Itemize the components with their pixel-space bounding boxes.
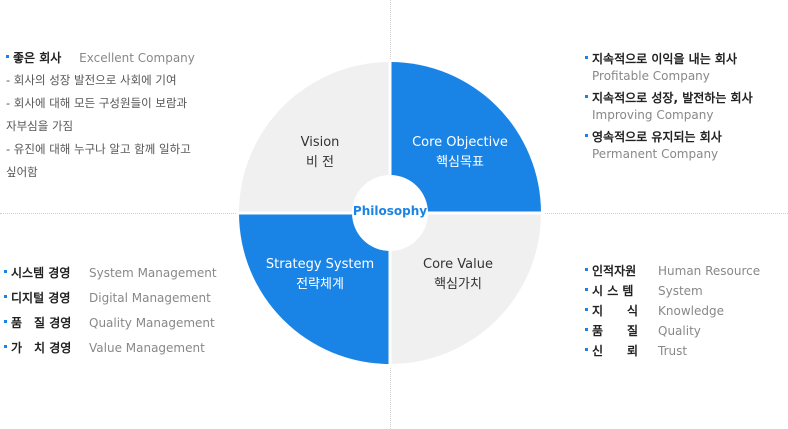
strategy-item: 시스템 경영 System Management [4,261,234,286]
bullet-icon [585,288,588,291]
bullet-icon [585,328,588,331]
quadrant-strategy-system [239,213,390,364]
vision-en: Vision [300,135,340,150]
value-item: 시 스 템 System [585,281,785,301]
strategy-system-ko: 전략체계 [296,277,344,292]
bullet-icon [585,348,588,351]
bullet-icon [585,268,588,271]
value-item: 지 식 Knowledge [585,301,785,321]
vision-title: 좋은 회사 Excellent Company [6,50,226,67]
core-value-ko: 핵심가치 [434,277,482,292]
core-value-label: Core Value 핵심가치 [408,255,508,295]
strategy-system-label: Strategy System 전략체계 [258,255,382,295]
bullet-icon [585,95,588,98]
core-objective-ko: 핵심목표 [436,155,484,170]
objective-item: 영속적으로 유지되는 회사 Permanent Company [585,129,785,163]
bullet-icon [6,55,9,58]
center-philosophy-label: Philosophy [352,204,428,218]
value-block: 인적자원 Human Resource 시 스 템 System 지 식 Knowle… [585,261,785,361]
quadrant-core-objective [390,62,541,213]
vision-block: 좋은 회사 Excellent Company - 회사의 성장 발전으로 사회… [6,50,226,184]
bullet-icon [4,345,7,348]
quadrant-vision [239,62,390,213]
objective-block: 지속적으로 이익을 내는 회사 Profitable Company 지속적으로… [585,51,785,163]
objective-item: 지속적으로 이익을 내는 회사 Profitable Company [585,51,785,85]
bullet-icon [4,295,7,298]
value-item: 신 뢰 Trust [585,341,785,361]
core-value-en: Core Value [423,257,493,272]
strategy-item: 품 질 경영 Quality Management [4,311,234,336]
strategy-item: 디지털 경영 Digital Management [4,286,234,311]
objective-item: 지속적으로 성장, 발전하는 회사 Improving Company [585,90,785,124]
vision-ko: 비 전 [305,155,335,170]
vision-label: Vision 비 전 [270,133,370,173]
strategy-item: 가 치 경영 Value Management [4,336,234,361]
vision-description: - 회사의 성장 발전으로 사회에 기여 - 회사에 대해 모든 구성원들이 보… [6,73,191,179]
bullet-icon [4,270,7,273]
bullet-icon [4,320,7,323]
center-circle [352,175,428,251]
bullet-icon [585,56,588,59]
core-objective-en: Core Objective [412,135,508,150]
bullet-icon [585,308,588,311]
quadrant-core-value [390,213,541,364]
strategy-block: 시스템 경영 System Management 디지털 경영 Digital Ma… [4,261,234,361]
bullet-icon [585,134,588,137]
value-item: 품 질 Quality [585,321,785,341]
strategy-system-en: Strategy System [265,257,375,272]
value-item: 인적자원 Human Resource [585,261,785,281]
core-objective-label: Core Objective 핵심목표 [400,133,520,173]
